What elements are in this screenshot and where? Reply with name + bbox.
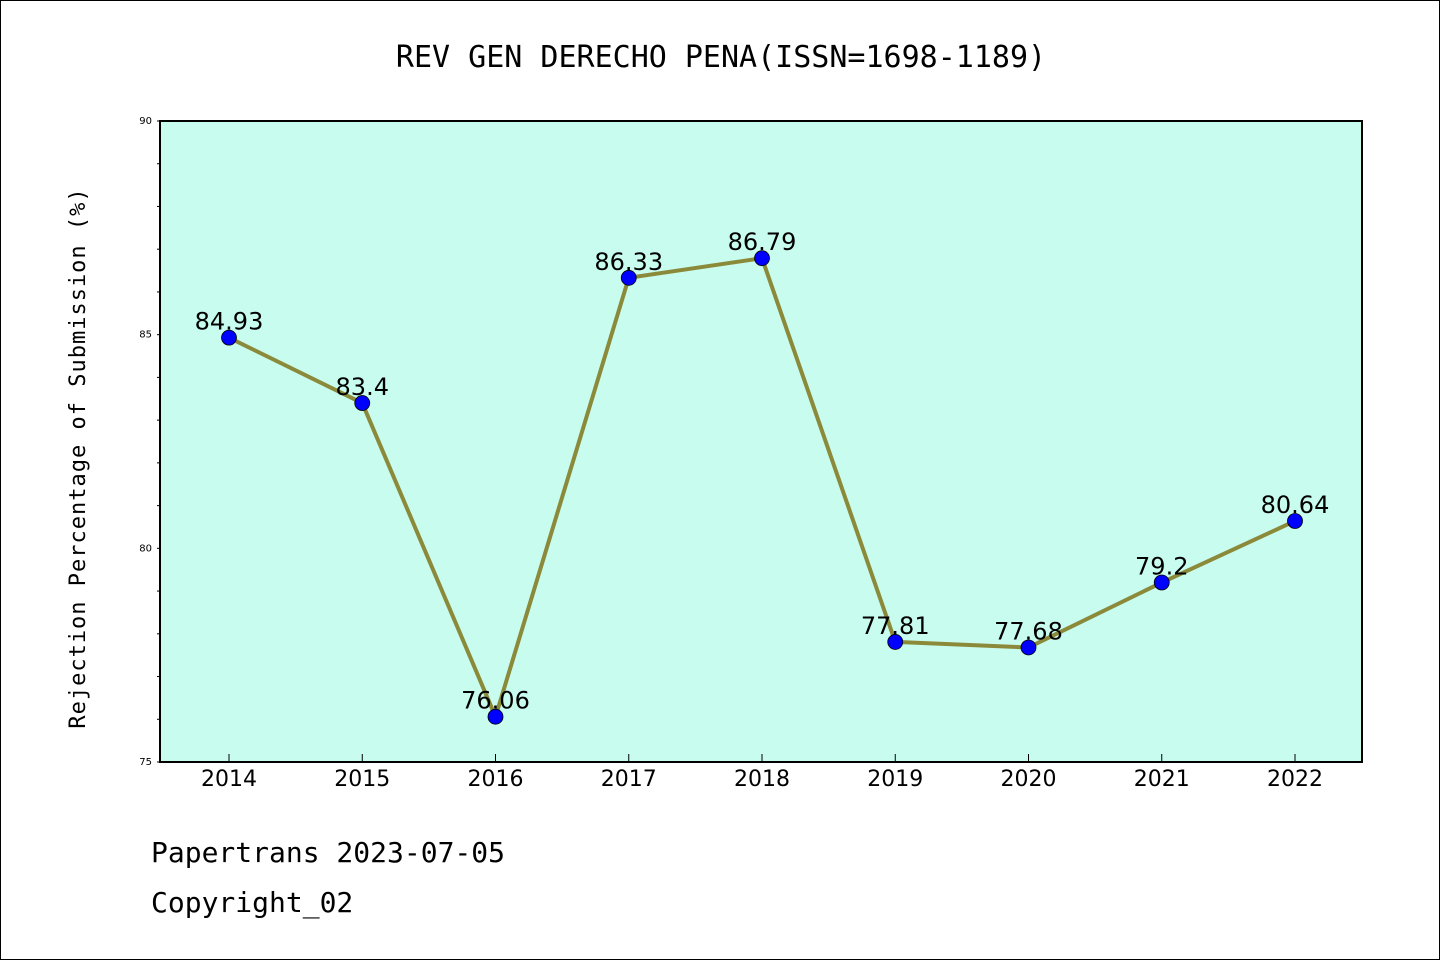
series-group: 84.93 83.4 76.06 86.33 86.79 77.81 77.68 79.2 80… (195, 228, 1330, 725)
data-label: 83.4 (336, 373, 389, 401)
plot-area (159, 120, 1363, 763)
data-point (221, 329, 237, 346)
x-tick-label: 2016 (468, 767, 524, 792)
y-axis: 75 80 85 90 (139, 116, 160, 768)
data-point (1020, 639, 1037, 656)
data-label: 79.2 (1135, 553, 1188, 581)
x-tick-label: 2020 (1001, 767, 1057, 792)
y-tick-label: 85 (139, 330, 152, 341)
y-tick-label: 80 (139, 543, 152, 554)
data-point (887, 634, 904, 650)
data-label: 76.06 (461, 687, 530, 715)
x-tick-label: 2022 (1267, 767, 1323, 792)
data-point (487, 708, 504, 725)
footer-copyright: Copyright_02 (151, 886, 354, 919)
data-label: 77.81 (861, 612, 930, 640)
x-tick-label: 2017 (601, 767, 657, 792)
data-point (354, 395, 371, 411)
data-label: 84.93 (195, 308, 264, 336)
y-tick-label: 90 (139, 116, 152, 127)
data-label: 77.68 (994, 617, 1063, 645)
y-axis-label: Rejection Percentage of Submission (%) (66, 187, 91, 728)
x-tick-label: 2015 (334, 767, 390, 792)
data-label: 86.33 (594, 248, 663, 276)
y-tick-label: 75 (139, 757, 152, 768)
data-point (1287, 513, 1303, 529)
x-tick-label: 2021 (1134, 767, 1190, 792)
x-tick-label: 2018 (734, 767, 790, 792)
data-point (754, 250, 770, 267)
data-label: 86.79 (728, 228, 797, 256)
data-label: 80.64 (1261, 491, 1330, 519)
data-point (1153, 574, 1170, 591)
footer-date: Papertrans 2023-07-05 (151, 836, 506, 869)
x-tick-label: 2014 (201, 767, 257, 792)
data-point (620, 269, 637, 286)
x-tick-label: 2019 (867, 767, 923, 792)
x-axis: 2014 2015 2016 2017 2018 2019 2020 2021 2022 (201, 754, 1323, 792)
chart-title: REV GEN DERECHO PENA(ISSN=1698-1189) (396, 40, 1046, 75)
